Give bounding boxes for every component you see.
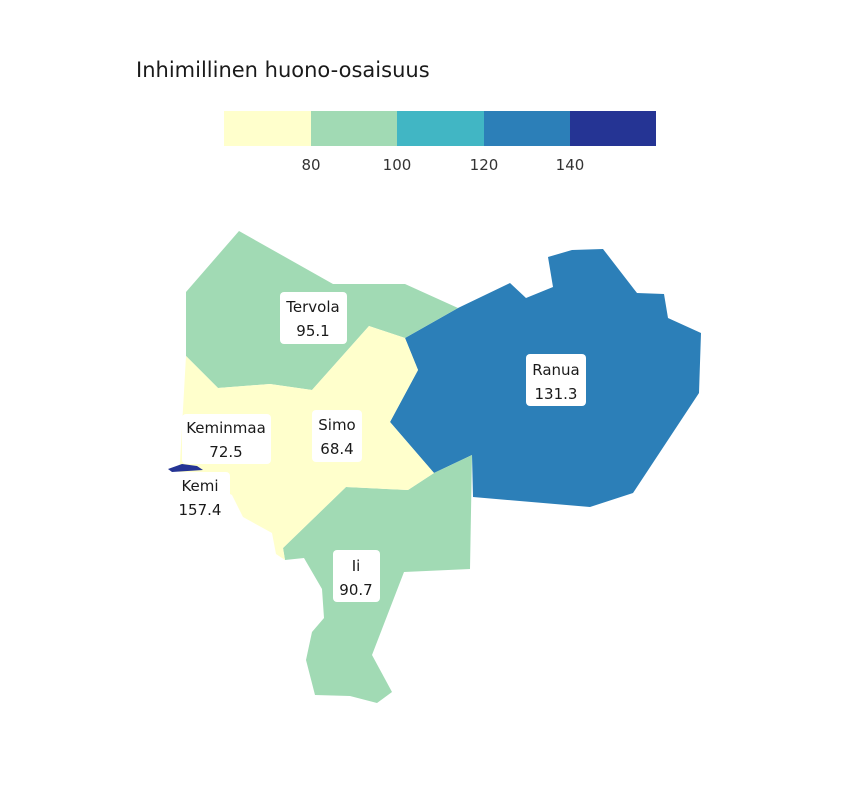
label-tervola-name: Tervola [285,298,339,316]
label-simo-name: Simo [318,416,355,434]
label-tervola: Tervola 95.1 [280,292,347,344]
label-tervola-value: 95.1 [296,322,329,340]
region-keminmaa-simo [178,326,434,560]
label-ii: Ii 90.7 [333,550,380,602]
legend-tick-100: 100 [383,156,412,174]
label-keminmaa-name: Keminmaa [186,419,266,437]
label-ranua-value: 131.3 [535,385,578,403]
legend-tick-120: 120 [470,156,499,174]
label-keminmaa: Keminmaa 72.5 [182,414,271,464]
label-ii-value: 90.7 [339,581,372,599]
label-ii-name: Ii [352,557,361,575]
label-simo: Simo 68.4 [312,410,362,462]
label-ranua: Ranua 131.3 [526,354,586,406]
color-legend: 80 100 120 140 [224,111,656,174]
label-ranua-name: Ranua [532,361,580,379]
map-title: Inhimillinen huono-osaisuus [136,58,430,82]
legend-tick-80: 80 [301,156,320,174]
regions [168,231,701,703]
region-labels: Tervola 95.1 Ranua 131.3 Keminmaa 72.5 S… [170,292,586,602]
label-kemi-name: Kemi [181,477,218,495]
legend-bin-2 [311,111,397,146]
label-kemi-value: 157.4 [179,501,222,519]
label-keminmaa-value: 72.5 [209,443,242,461]
legend-bin-4 [484,111,570,146]
legend-bin-5 [570,111,656,146]
legend-tick-140: 140 [556,156,585,174]
label-simo-value: 68.4 [320,440,353,458]
legend-bin-1 [224,111,311,146]
label-kemi: Kemi 157.4 [170,472,230,522]
region-kemi [168,464,203,472]
legend-bin-3 [397,111,484,146]
